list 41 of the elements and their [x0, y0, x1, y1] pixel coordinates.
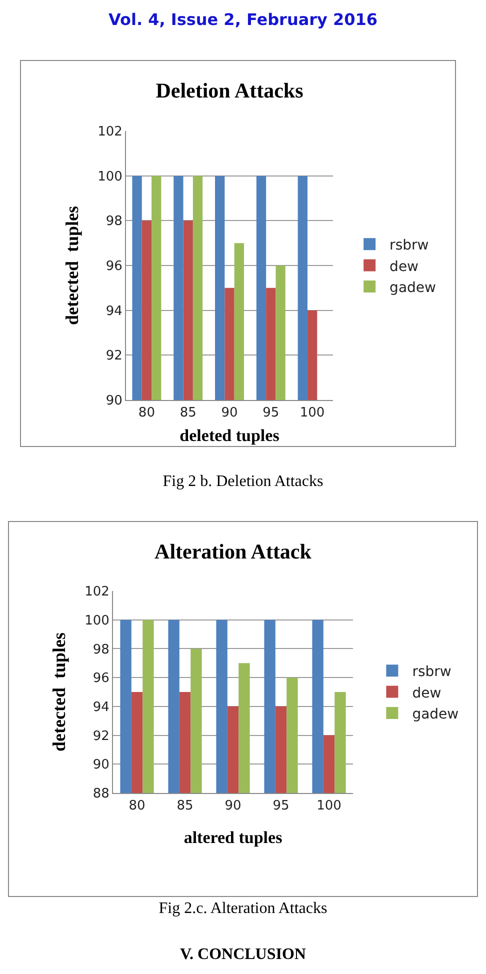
y-tick-label: 90 [106, 394, 122, 409]
y-tick-label: 92 [92, 728, 110, 744]
y-tick-label: 102 [98, 124, 122, 140]
legend-label: dew [412, 685, 442, 702]
y-axis-title: detected tuples [48, 632, 69, 752]
legend-label: gadew [390, 280, 436, 296]
x-tick-label: 80 [138, 406, 155, 421]
y-tick-label: 98 [106, 214, 122, 230]
x-tick-label: 85 [176, 798, 194, 814]
chart-title: Alteration Attack [154, 540, 312, 564]
caption: Fig 2.c. Alteration Attacks [158, 900, 328, 918]
y-tick-label: 94 [92, 700, 110, 715]
legend-label: rsbrw [390, 238, 429, 254]
y-tick-label: 92 [106, 348, 122, 364]
y-tick-label: 100 [98, 169, 122, 184]
x-tick-label: 85 [180, 406, 196, 421]
y-tick-label: 94 [106, 304, 122, 319]
y-tick-label: 88 [92, 786, 110, 802]
x-tick-label: 90 [221, 406, 238, 421]
y-tick-label: 102 [84, 584, 110, 600]
legend-label: dew [390, 258, 419, 275]
y-axis-title: detected tuples [62, 206, 82, 325]
chart-title: Deletion Attacks [156, 78, 304, 103]
y-tick-label: 90 [92, 758, 110, 773]
x-tick-label: 80 [128, 798, 146, 814]
y-tick-label: 96 [106, 259, 122, 274]
text: V. CONCLUSION [179, 946, 307, 964]
x-tick-label: 100 [300, 406, 325, 421]
x-axis-title: deleted tuples [180, 426, 280, 445]
text: Vol. 4, Issue 2, February 2016 [107, 10, 379, 29]
x-tick-label: 100 [316, 798, 342, 814]
x-axis-title: altered tuples [184, 828, 283, 847]
legend-label: gadew [412, 706, 459, 722]
x-tick-label: 95 [262, 406, 280, 421]
y-tick-label: 98 [92, 642, 110, 658]
x-tick-label: 95 [272, 798, 290, 814]
y-tick-label: 96 [92, 671, 110, 686]
legend-label: rsbrw [412, 664, 452, 680]
y-tick-label: 100 [84, 613, 110, 628]
x-tick-label: 90 [224, 798, 242, 814]
caption: Fig 2 b. Deletion Attacks [162, 473, 324, 491]
